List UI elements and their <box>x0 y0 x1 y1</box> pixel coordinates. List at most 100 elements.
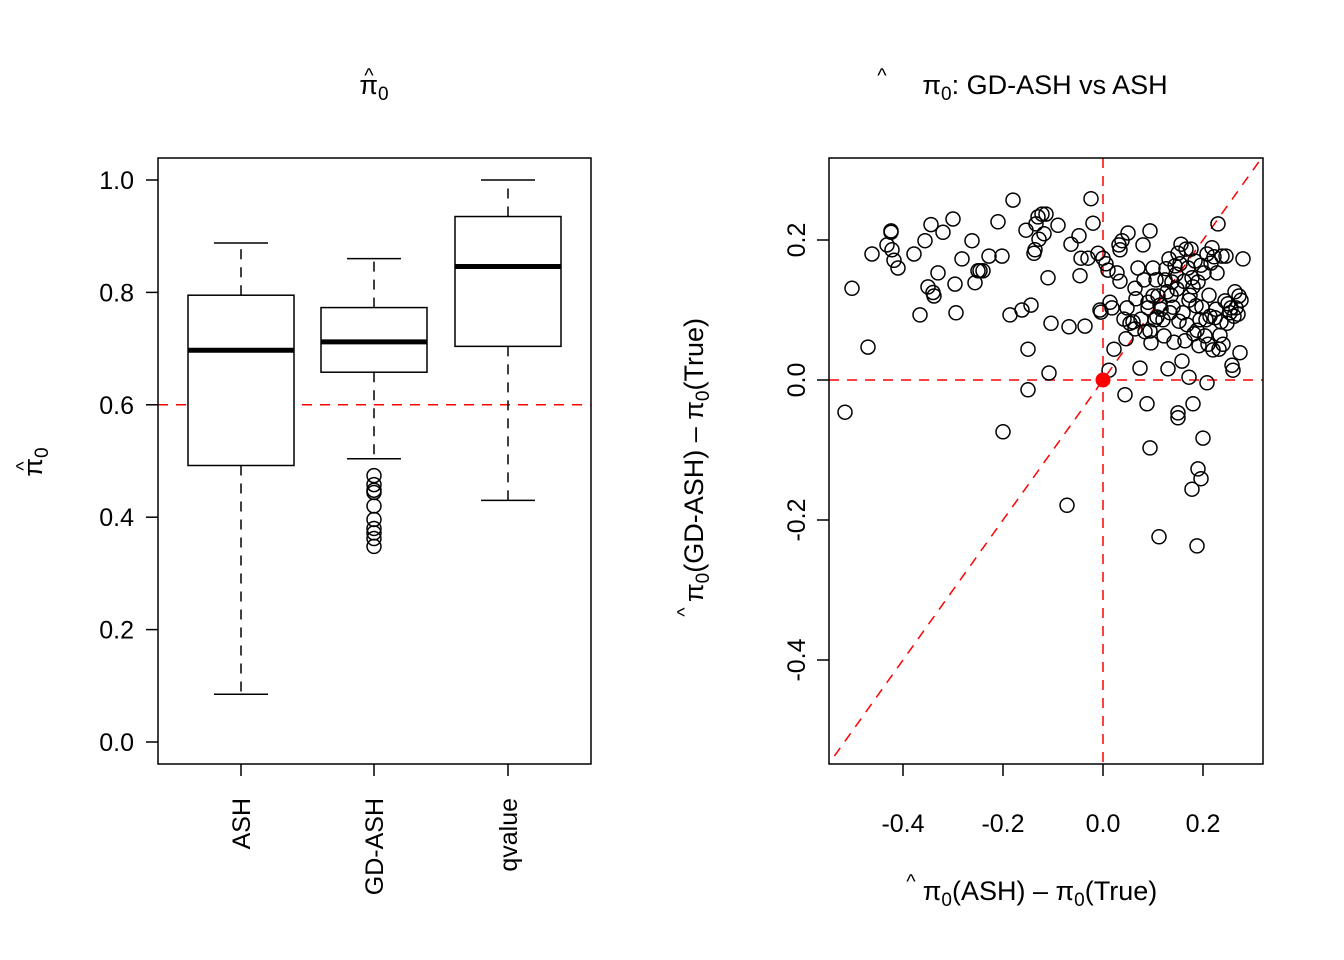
scatter-point <box>1195 430 1211 446</box>
boxplot-frame <box>157 157 592 765</box>
box-qvalue <box>454 179 562 502</box>
scatter-point <box>864 246 880 262</box>
scatter-point <box>1232 344 1248 361</box>
scatter-point <box>1085 215 1101 231</box>
iqr-box <box>454 215 562 348</box>
x-tick-label-qvalue: qvalue <box>495 798 523 872</box>
scatter-point <box>1233 292 1249 308</box>
boxplot-panel: π0 ^ π0 ^ 0.00.20.40.60.81.0 ASH GD-ASH qv… <box>13 65 592 895</box>
scatter-point <box>1197 328 1213 344</box>
scatter-point <box>844 280 860 297</box>
scatter-point <box>1181 369 1197 385</box>
scatter-point <box>1114 232 1130 249</box>
x-tick-label-ash: ASH <box>228 798 256 849</box>
xlabel-sub-1: 0 <box>941 890 952 911</box>
scatter-point <box>923 216 939 233</box>
scatter-point <box>1050 217 1066 234</box>
y-tick-label: 0.4 <box>99 504 134 532</box>
scatter-point <box>930 265 946 281</box>
scatter-y-axis: -0.4 -0.2 0.0 0.2 <box>783 223 829 682</box>
scatter-point <box>883 223 899 239</box>
scatter-point <box>1225 362 1241 378</box>
scatter-point <box>1038 206 1054 222</box>
ylabel-pi: π <box>18 458 48 477</box>
scatter-point <box>1109 265 1125 281</box>
scatter-point <box>964 232 980 249</box>
scatter-point <box>1023 297 1039 313</box>
scatter-point <box>1156 328 1172 344</box>
scatter-point <box>1073 250 1089 266</box>
scatter-point <box>954 251 970 267</box>
x-tick-label: -0.2 <box>981 810 1024 838</box>
boxplot-boxes <box>158 179 591 695</box>
scatter-title-rest: : GD-ASH vs ASH <box>952 70 1168 100</box>
scatter-point <box>1193 470 1209 487</box>
scatter-point <box>1142 440 1158 456</box>
scatter-point <box>1201 287 1217 304</box>
ylabel-subscript: 0 <box>32 447 53 458</box>
scatter-point <box>1020 382 1036 398</box>
scatter-point <box>975 263 991 279</box>
scatter-point <box>1215 336 1231 353</box>
outlier-point <box>366 476 382 493</box>
scatter-point <box>1188 298 1204 314</box>
scatter-point <box>886 252 902 269</box>
outlier-point <box>366 530 382 547</box>
scatter-point <box>1189 322 1205 339</box>
scatter-point <box>1170 405 1186 421</box>
scatter-point <box>1172 256 1188 272</box>
scatter-point <box>1005 192 1021 208</box>
title-hat: ^ <box>364 65 374 87</box>
scatter-point <box>1143 335 1159 351</box>
boxplot-ylabel: π0 ^ <box>13 447 53 476</box>
scatter-point <box>1209 265 1225 281</box>
title-subscript: 0 <box>378 84 389 105</box>
scatter-title-subscript: 0 <box>941 84 952 105</box>
scatter-point <box>1093 304 1109 320</box>
xlabel-mid: (ASH) – <box>952 876 1056 906</box>
scatter-point <box>1127 280 1143 297</box>
ylabel-hat: ^ <box>13 461 35 471</box>
outlier-point <box>366 538 382 555</box>
scatter-point <box>884 242 900 258</box>
scatter-point <box>1106 341 1122 357</box>
scatter-point <box>1199 375 1215 391</box>
svg-text:π0: π0 <box>18 447 53 476</box>
outlier-point <box>366 520 382 537</box>
iqr-box <box>187 294 295 467</box>
y-tick-label: 0.0 <box>783 363 811 398</box>
scatter-point <box>1170 410 1186 426</box>
scatter-point <box>1040 270 1056 286</box>
scatter-x-axis: -0.4 -0.2 0.0 0.2 <box>881 764 1220 838</box>
scatter-point <box>1090 245 1106 262</box>
scatter-title: π0: GD-ASH vs ASH <box>922 70 1167 105</box>
y-tick-label: -0.2 <box>783 498 811 541</box>
scatter-point <box>1160 361 1176 377</box>
scatter-point <box>1059 497 1075 514</box>
scatter-point <box>1135 237 1151 253</box>
scatter-point <box>1080 250 1096 266</box>
scatter-point <box>995 424 1011 440</box>
xlabel-hat: ^ <box>906 871 916 893</box>
x-tick-label: 0.0 <box>1086 810 1121 838</box>
scatter-panel: π0: GD-ASH vs ASH ^ π0(GD-ASH) – π0(True… <box>674 65 1264 911</box>
identity-diagonal-line <box>829 158 1263 764</box>
scatter-points <box>837 190 1251 554</box>
scatter-point <box>1173 236 1189 252</box>
scatter-point <box>1190 461 1206 477</box>
scatter-point <box>994 248 1010 264</box>
scatter-point <box>1228 300 1244 316</box>
scatter-point <box>1128 291 1144 307</box>
scatter-point <box>1153 301 1169 318</box>
y-tick-label: 0.2 <box>783 223 811 258</box>
scatter-point <box>1227 284 1243 300</box>
ylabel-pi: π <box>679 401 709 420</box>
scatter-point <box>1043 315 1059 332</box>
scatter-point <box>1235 251 1251 267</box>
boxplot-y-axis: 0.0 0.2 0.4 0.6 0.8 1.0 <box>99 167 158 757</box>
boxplot-title: π0 <box>359 70 388 105</box>
scatter-point <box>1112 242 1128 258</box>
scatter-point <box>1185 279 1201 295</box>
scatter-point <box>947 276 963 292</box>
scatter-point <box>1139 396 1155 412</box>
